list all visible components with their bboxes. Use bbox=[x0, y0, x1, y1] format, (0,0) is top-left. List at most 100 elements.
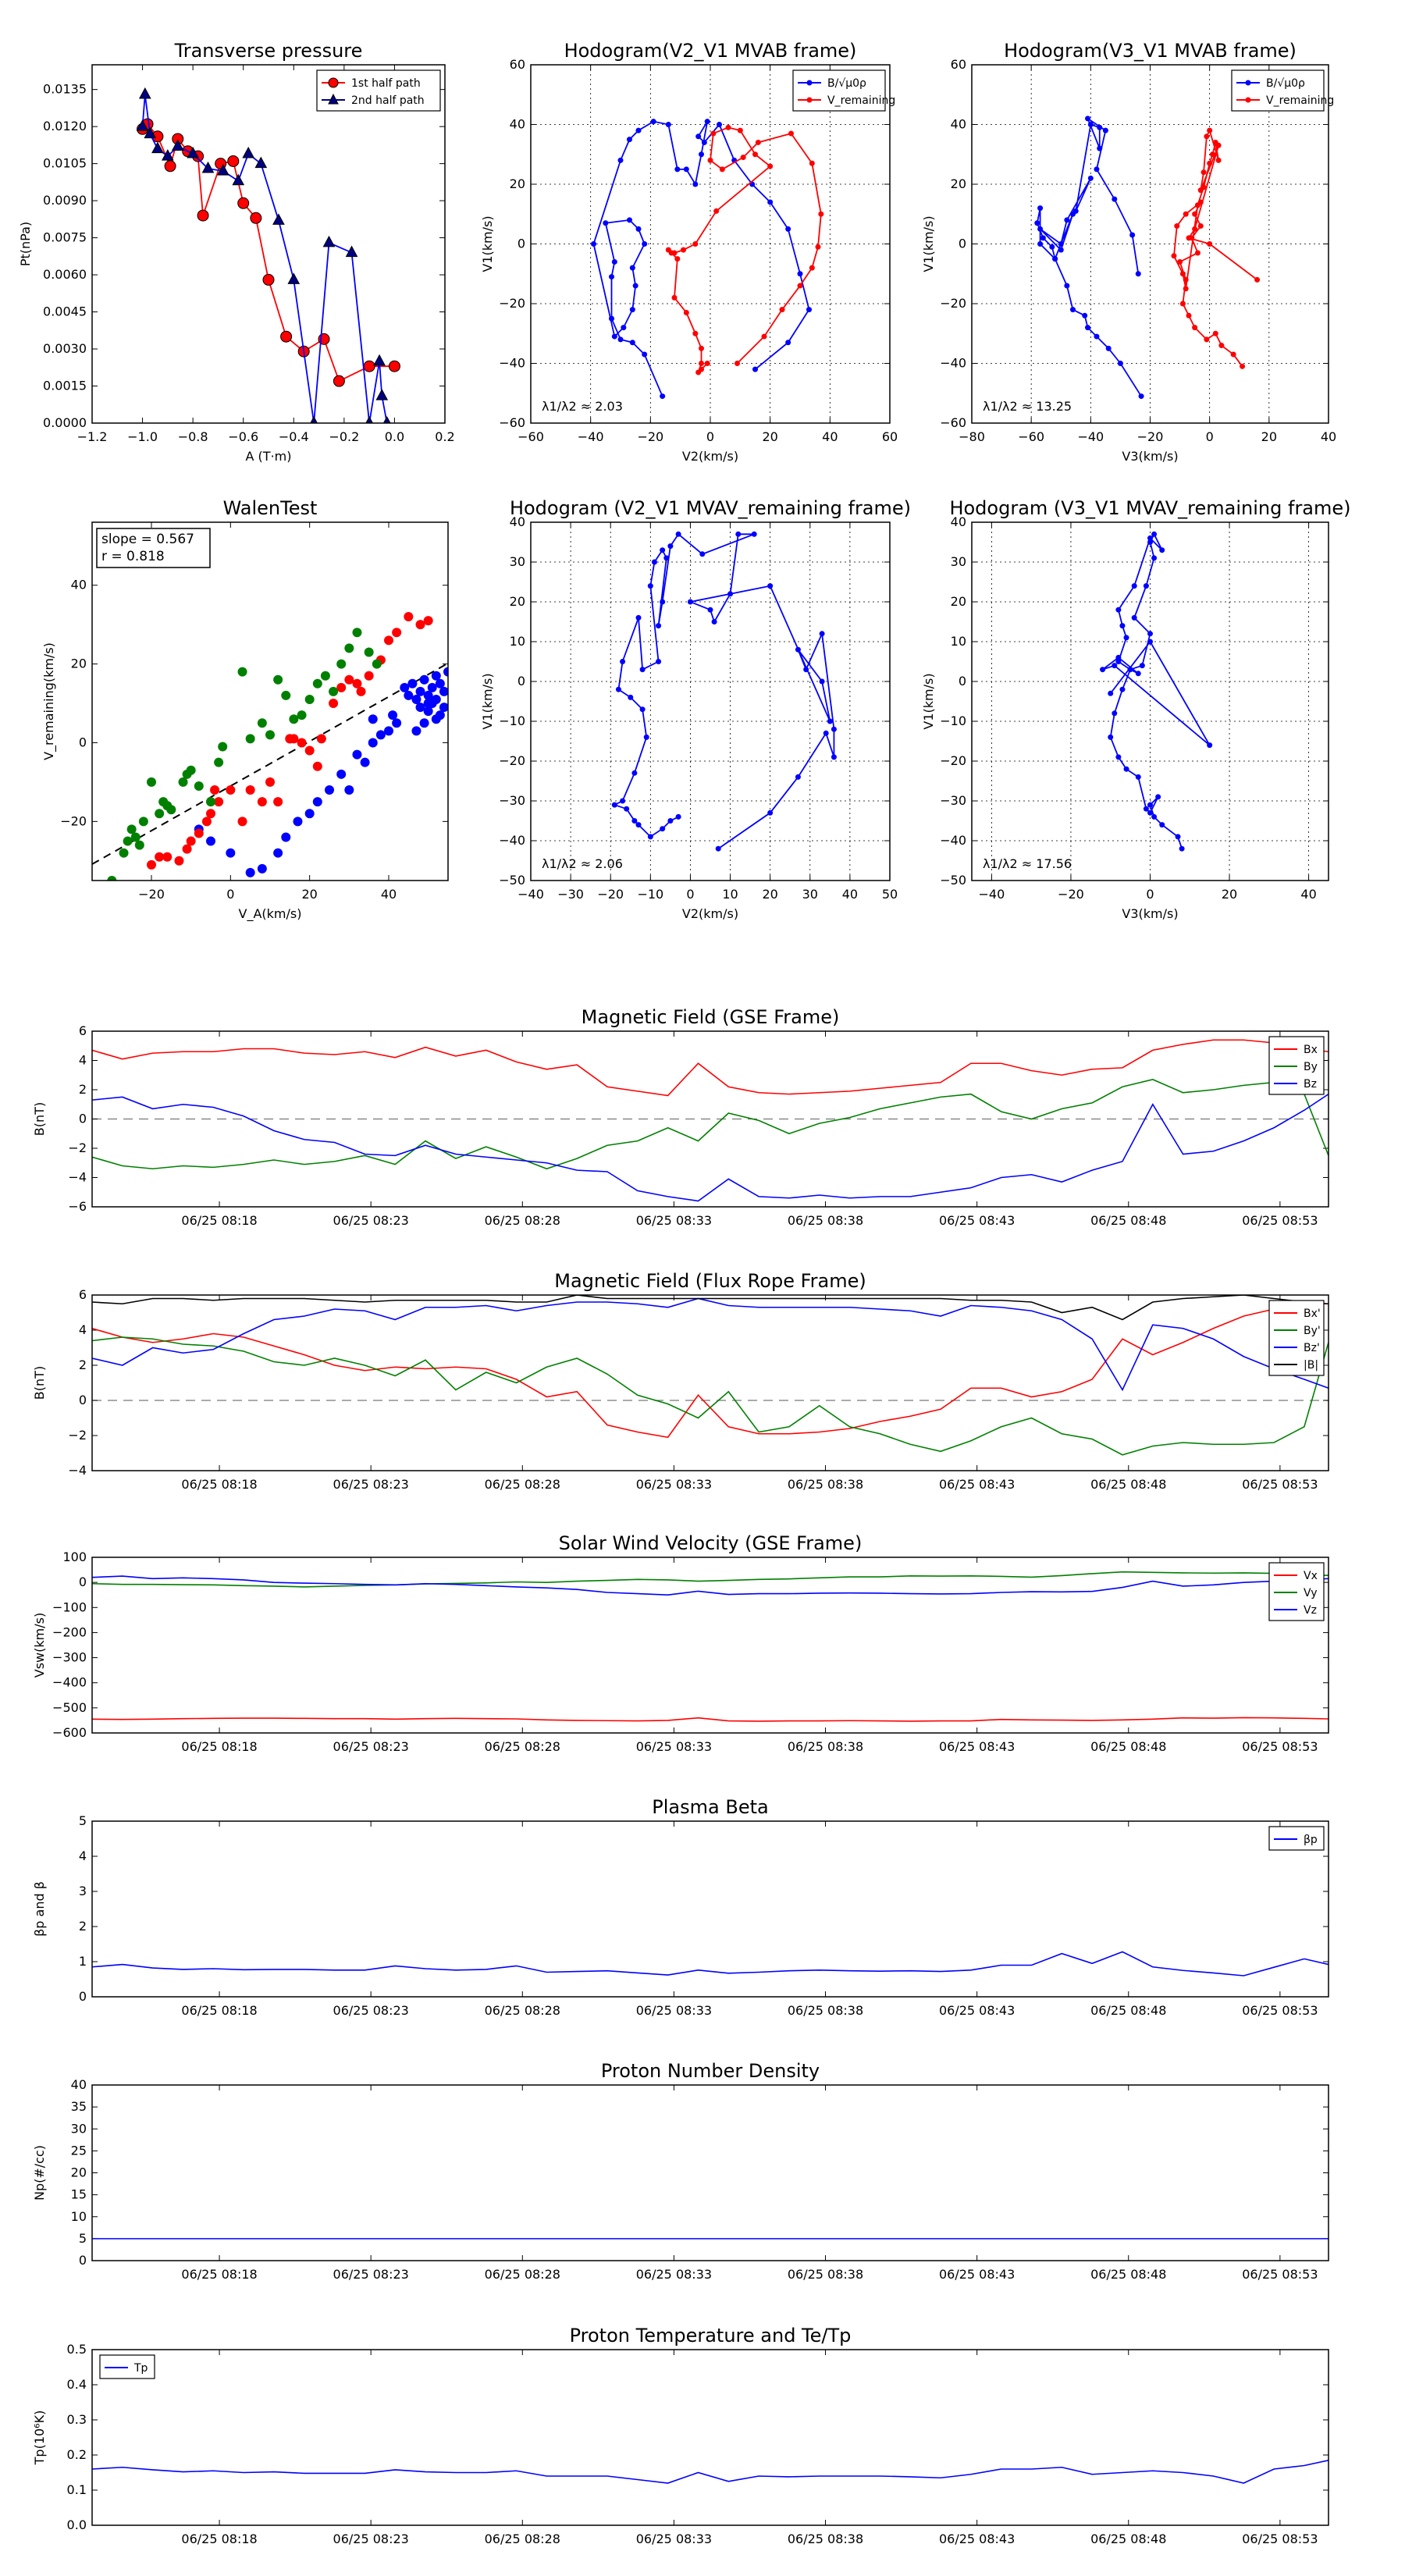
plot-frame bbox=[91, 2084, 1329, 2261]
data-point bbox=[360, 757, 370, 767]
data-point bbox=[795, 646, 801, 653]
data-point bbox=[767, 809, 774, 816]
data-point bbox=[368, 738, 378, 748]
data-point bbox=[344, 785, 354, 795]
data-point bbox=[293, 817, 303, 827]
data-point bbox=[603, 220, 609, 226]
data-point bbox=[668, 250, 674, 256]
y-axis-label: V_remaining(km/s) bbox=[41, 642, 57, 760]
data-point bbox=[1119, 623, 1126, 629]
data-point bbox=[1197, 187, 1204, 194]
chart-title: Proton Temperature and Te/Tp bbox=[570, 2325, 852, 2347]
y-tick-label: 0 bbox=[518, 674, 525, 688]
data-point bbox=[699, 361, 704, 366]
x-tick-label: 0.2 bbox=[435, 429, 454, 444]
legend-label: B/√μ0ρ bbox=[1266, 77, 1305, 90]
data-point bbox=[819, 678, 825, 685]
x-tick-label: 06/25 08:38 bbox=[788, 2532, 863, 2546]
data-point bbox=[245, 734, 255, 744]
x-tick-label: 30 bbox=[802, 887, 818, 902]
y-tick-label: 20 bbox=[510, 176, 525, 191]
y-tick-label: 40 bbox=[71, 578, 87, 592]
data-point bbox=[752, 366, 758, 372]
data-point bbox=[725, 124, 731, 130]
data-point bbox=[660, 826, 666, 832]
plot-area bbox=[92, 1571, 1329, 1722]
y-tick-label: 0 bbox=[959, 674, 966, 688]
y-axis-label: V1(km/s) bbox=[480, 673, 495, 729]
y-tick-label: 6 bbox=[79, 1023, 87, 1038]
chart-title: Hodogram(V3_V1 MVAB frame) bbox=[1004, 40, 1297, 62]
x-tick-label: 0 bbox=[1146, 887, 1154, 902]
data-point bbox=[609, 315, 614, 322]
legend-label: Bz bbox=[1304, 1078, 1317, 1091]
x-tick-label: −0.6 bbox=[228, 429, 258, 444]
y-tick-label: 2 bbox=[79, 1082, 87, 1097]
y-tick-label: 0.5 bbox=[67, 2342, 87, 2357]
y-tick-label: 0 bbox=[79, 1574, 87, 1589]
data-point bbox=[1135, 671, 1141, 677]
chart-title: WalenTest bbox=[223, 497, 318, 519]
x-tick-label: 06/25 08:53 bbox=[1242, 1477, 1318, 1492]
data-point bbox=[273, 674, 283, 685]
x-tick-label: 40 bbox=[1321, 429, 1336, 444]
y-tick-label: 0 bbox=[79, 2253, 87, 2268]
data-point bbox=[201, 817, 212, 827]
data-point bbox=[797, 271, 803, 277]
y-tick-label: −6 bbox=[68, 1199, 87, 1214]
y-tick-label: −10 bbox=[499, 713, 525, 728]
data-point bbox=[329, 699, 339, 709]
y-tick-label: 0.0120 bbox=[43, 119, 87, 133]
chart-title: Hodogram (V3_V1 MVAV_remaining frame) bbox=[949, 497, 1350, 519]
x-tick-label: 06/25 08:43 bbox=[939, 2532, 1015, 2546]
data-point bbox=[667, 543, 674, 550]
data-point bbox=[629, 265, 635, 271]
data-point bbox=[304, 745, 315, 756]
data-point bbox=[1112, 196, 1118, 202]
legend-marker bbox=[806, 97, 813, 103]
data-point bbox=[660, 393, 666, 400]
data-point bbox=[1097, 124, 1103, 130]
x-tick-label: 06/25 08:28 bbox=[485, 2267, 560, 2282]
x-tick-label: 06/25 08:28 bbox=[485, 2532, 560, 2546]
plot-frame bbox=[971, 521, 1329, 881]
data-point bbox=[206, 809, 215, 819]
ratio-annotation: λ1/λ2 ≈ 2.06 bbox=[542, 856, 623, 871]
data-point bbox=[392, 628, 402, 638]
y-tick-label: 0 bbox=[79, 1393, 87, 1407]
x-tick-label: −0.4 bbox=[279, 429, 309, 444]
data-point bbox=[404, 612, 414, 622]
data-point bbox=[1207, 742, 1213, 749]
y-tick-label: 40 bbox=[951, 514, 966, 529]
legend-label: 1st half path bbox=[351, 77, 421, 90]
x-tick-label: 06/25 08:33 bbox=[636, 1739, 712, 1754]
data-point bbox=[1179, 845, 1185, 852]
data-point bbox=[1151, 813, 1158, 820]
data-point bbox=[699, 551, 706, 557]
data-point bbox=[431, 714, 441, 724]
data-point bbox=[591, 241, 596, 247]
data-point bbox=[257, 797, 267, 807]
y-tick-label: −20 bbox=[940, 296, 966, 311]
data-point bbox=[119, 848, 129, 858]
y-tick-label: 0.4 bbox=[67, 2377, 87, 2392]
annotation-box bbox=[96, 528, 211, 568]
x-tick-label: 0 bbox=[686, 887, 694, 902]
data-point bbox=[1115, 607, 1122, 613]
legend-box bbox=[792, 69, 886, 112]
data-point bbox=[1108, 734, 1114, 740]
x-tick-label: −20 bbox=[138, 887, 165, 902]
x-tick-label: −60 bbox=[518, 429, 544, 444]
y-tick-label: −50 bbox=[940, 873, 966, 888]
y-tick-label: 20 bbox=[951, 594, 966, 609]
series-line bbox=[141, 123, 395, 382]
data-point bbox=[201, 161, 215, 173]
data-point bbox=[336, 682, 347, 692]
data-point bbox=[751, 531, 757, 537]
data-point bbox=[660, 547, 666, 553]
data-point bbox=[704, 361, 710, 366]
y-tick-label: −20 bbox=[60, 813, 87, 828]
y-tick-label: −40 bbox=[499, 356, 525, 371]
data-point bbox=[621, 325, 627, 331]
